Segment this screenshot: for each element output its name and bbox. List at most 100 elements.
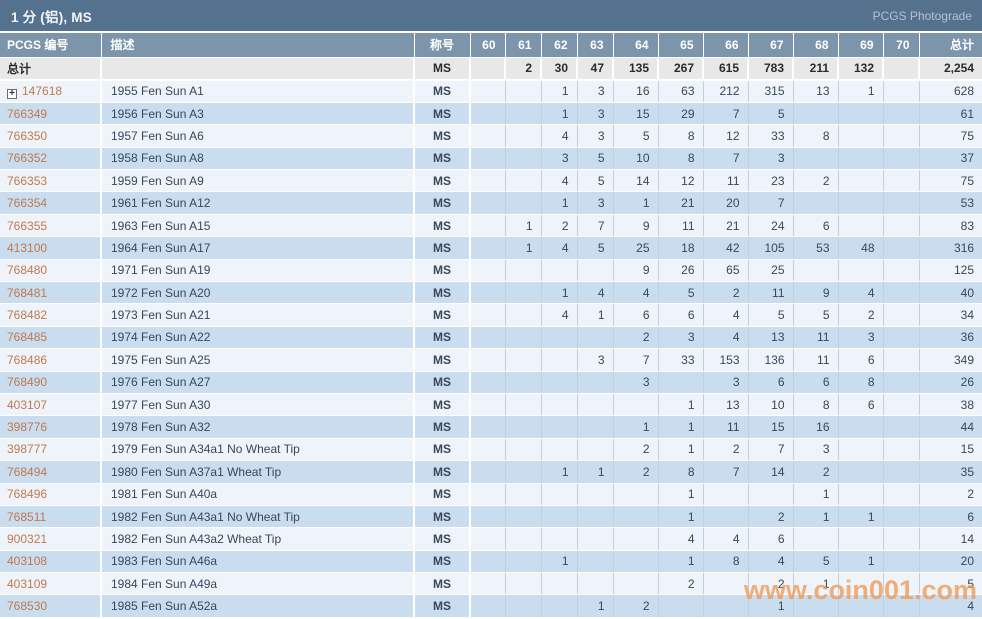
grade-cell-68: 6 xyxy=(793,371,839,394)
pcgs-number-link[interactable]: 147618 xyxy=(22,83,63,98)
pcgs-number-link[interactable]: 403109 xyxy=(7,576,48,591)
grade-cell-60 xyxy=(470,348,506,372)
pcgs-number-cell: 900321 xyxy=(0,527,102,551)
grade-cell-67: 5 xyxy=(748,303,794,327)
pcgs-number-link[interactable]: 768481 xyxy=(7,285,48,300)
grade-cell-65 xyxy=(658,371,704,394)
grade-cell-63: 3 xyxy=(577,348,614,372)
pcgs-number-cell: 403108 xyxy=(0,550,102,574)
grade-cell-64 xyxy=(613,550,659,574)
grade-cell-66: 11 xyxy=(703,415,749,439)
pcgs-number-cell: 766354 xyxy=(0,191,102,215)
designation-cell: MS xyxy=(414,438,471,462)
pcgs-number-link[interactable]: 766353 xyxy=(7,173,48,188)
table-row: 403107 1977 Fen Sun A30 MS 1 13 10 8 6 38 xyxy=(0,393,982,417)
table-row: 766352 1958 Fen Sun A8 MS 3 5 10 8 7 3 37 xyxy=(0,147,982,171)
grade-cell-70 xyxy=(883,214,920,238)
pcgs-number-link[interactable]: 768494 xyxy=(7,464,48,479)
pcgs-number-cell: 403109 xyxy=(0,572,102,596)
grade-cell-65: 26 xyxy=(658,259,704,283)
pcgs-number-link[interactable]: 768530 xyxy=(7,599,48,614)
grade-cell-68: 5 xyxy=(793,303,839,327)
photograde-link[interactable]: PCGS Photograde xyxy=(872,8,972,23)
grade-cell-70 xyxy=(883,572,920,596)
designation-cell: MS xyxy=(414,57,471,81)
pcgs-number-link[interactable]: 398776 xyxy=(7,420,48,435)
table-row: 900321 1982 Fen Sun A43a2 Wheat Tip MS 4 4 6 1… xyxy=(0,527,982,551)
pcgs-number-link[interactable]: 413100 xyxy=(7,240,48,255)
grade-cell-63: 3 xyxy=(577,80,614,103)
pcgs-number-link[interactable]: 766352 xyxy=(7,151,48,166)
pcgs-number-link[interactable]: 768480 xyxy=(7,263,48,278)
column-header-grade-62: 62 xyxy=(541,33,578,58)
grade-cell-65: 12 xyxy=(658,169,704,193)
grade-cell-64: 25 xyxy=(613,236,659,260)
grade-cell-67: 24 xyxy=(748,214,794,238)
description-cell: 1961 Fen Sun A12 xyxy=(101,191,415,215)
grade-cell-62 xyxy=(541,438,578,462)
pcgs-number-link[interactable]: 768511 xyxy=(7,509,47,524)
designation-cell: MS xyxy=(414,214,471,238)
designation-cell: MS xyxy=(414,124,471,148)
grade-cell-70 xyxy=(883,281,920,305)
grade-cell-64: 1 xyxy=(613,415,659,439)
expand-icon[interactable]: + xyxy=(7,88,17,99)
grade-cell-67: 5 xyxy=(748,102,794,126)
pcgs-number-link[interactable]: 766354 xyxy=(7,196,48,211)
grade-cell-62: 1 xyxy=(541,191,578,215)
pcgs-number-link[interactable]: 403107 xyxy=(7,397,48,412)
grade-cell-60 xyxy=(470,281,506,305)
grade-cell-68: 8 xyxy=(793,124,839,148)
grade-cell-70 xyxy=(883,80,920,103)
description-cell: 1955 Fen Sun A1 xyxy=(101,80,415,103)
column-header-grade-67: 67 xyxy=(748,33,794,58)
grade-cell-65: 6 xyxy=(658,303,704,327)
designation-cell: MS xyxy=(414,505,471,529)
grade-cell-61 xyxy=(505,550,542,574)
pcgs-number-link[interactable]: 768496 xyxy=(7,487,48,502)
grade-cell-64 xyxy=(613,393,659,417)
grade-cell-63 xyxy=(577,259,614,283)
grade-cell-63 xyxy=(577,505,614,529)
grade-cell-60 xyxy=(470,594,506,618)
description-cell: 1982 Fen Sun A43a1 No Wheat Tip xyxy=(101,505,415,529)
grade-cell-62: 4 xyxy=(541,124,578,148)
pcgs-number-link[interactable]: 900321 xyxy=(7,532,48,546)
designation-cell: MS xyxy=(414,594,471,618)
grade-cell-69 xyxy=(838,483,884,506)
grade-cell-63: 3 xyxy=(577,124,614,148)
grade-cell-67: 13 xyxy=(748,326,794,350)
total-cell: 75 xyxy=(919,124,982,148)
pcgs-number-link[interactable]: 768485 xyxy=(7,330,48,345)
grade-cell-70 xyxy=(883,102,920,126)
pcgs-number-link[interactable]: 766350 xyxy=(7,128,48,143)
total-cell: 61 xyxy=(919,102,982,126)
total-cell: 75 xyxy=(919,169,982,193)
grade-cell-67: 2 xyxy=(748,505,794,529)
table-row: 403109 1984 Fen Sun A49a MS 2 2 1 5 xyxy=(0,572,982,596)
table-row: 768494 1980 Fen Sun A37a1 Wheat Tip MS 1 1 2 8… xyxy=(0,460,982,484)
pcgs-number-cell: +147618 xyxy=(0,80,102,103)
pcgs-number-link[interactable]: 768486 xyxy=(7,352,48,367)
grade-cell-63 xyxy=(577,572,614,596)
grade-cell-60 xyxy=(470,191,506,215)
grade-cell-60 xyxy=(470,483,506,506)
grade-cell-62 xyxy=(541,415,578,439)
pcgs-number-link[interactable]: 768490 xyxy=(7,375,48,390)
grade-cell-62 xyxy=(541,594,578,618)
pcgs-number-link[interactable]: 403108 xyxy=(7,554,48,569)
pcgs-number-link[interactable]: 766355 xyxy=(7,218,48,233)
pcgs-number-link[interactable]: 768482 xyxy=(7,308,48,323)
grade-cell-70 xyxy=(883,169,920,193)
total-cell: 20 xyxy=(919,550,982,574)
pcgs-number-link[interactable]: 766349 xyxy=(7,106,48,121)
total-cell: 40 xyxy=(919,281,982,305)
total-cell: 2 xyxy=(919,483,982,506)
pcgs-number-link[interactable]: 398777 xyxy=(7,442,48,457)
grade-cell-68 xyxy=(793,594,839,618)
total-cell: 38 xyxy=(919,393,982,417)
grade-cell-60 xyxy=(470,505,506,529)
pcgs-number-cell: 768482 xyxy=(0,303,102,327)
grade-cell-70 xyxy=(883,527,920,551)
